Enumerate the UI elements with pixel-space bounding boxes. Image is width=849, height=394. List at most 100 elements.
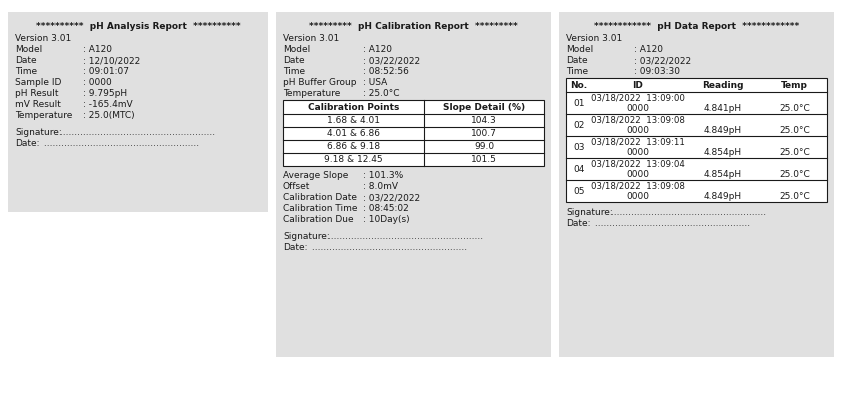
Text: 25.0°C: 25.0°C: [779, 104, 810, 113]
Text: **********  pH Analysis Report  **********: ********** pH Analysis Report **********: [36, 22, 240, 31]
Text: Version 3.01: Version 3.01: [566, 34, 622, 43]
Text: 104.3: 104.3: [471, 116, 497, 125]
Text: pH Result: pH Result: [15, 89, 59, 98]
Bar: [566, 78, 827, 202]
Bar: [8, 12, 268, 212]
Text: : 12/10/2022: : 12/10/2022: [83, 56, 140, 65]
Text: : 09:03:30: : 09:03:30: [634, 67, 680, 76]
Text: : 101.3%: : 101.3%: [363, 171, 403, 180]
Text: 03: 03: [573, 143, 585, 152]
Text: 25.0°C: 25.0°C: [779, 148, 810, 157]
Text: 03/18/2022  13:09:04: 03/18/2022 13:09:04: [591, 159, 684, 168]
Text: Date: Date: [566, 56, 588, 65]
Text: Signature:: Signature:: [566, 208, 613, 217]
Text: 100.7: 100.7: [471, 129, 497, 138]
Text: 0000: 0000: [627, 192, 649, 201]
Text: Time: Time: [15, 67, 37, 76]
Text: Temperature: Temperature: [15, 111, 72, 120]
Text: *********  pH Calibration Report  *********: ********* pH Calibration Report ********…: [309, 22, 518, 31]
Text: Date:: Date:: [15, 139, 40, 148]
Text: 03/18/2022  13:09:00: 03/18/2022 13:09:00: [591, 93, 684, 102]
Text: Model: Model: [15, 45, 42, 54]
Text: 4.01 & 6.86: 4.01 & 6.86: [327, 129, 380, 138]
Text: ************  pH Data Report  ************: ************ pH Data Report ************: [593, 22, 799, 31]
Bar: [559, 12, 834, 357]
Text: : A120: : A120: [83, 45, 112, 54]
Text: : -165.4mV: : -165.4mV: [83, 100, 132, 109]
Text: ID: ID: [633, 80, 644, 89]
Text: : 08:52:56: : 08:52:56: [363, 67, 409, 76]
Text: No.: No.: [571, 80, 588, 89]
Text: : A120: : A120: [634, 45, 663, 54]
Text: Temperature: Temperature: [283, 89, 340, 98]
Text: Average Slope: Average Slope: [283, 171, 348, 180]
Text: Sample ID: Sample ID: [15, 78, 61, 87]
Text: 6.86 & 9.18: 6.86 & 9.18: [327, 142, 380, 151]
Text: 4.841pH: 4.841pH: [704, 104, 742, 113]
Text: Slope Detail (%): Slope Detail (%): [443, 102, 525, 112]
Text: Version 3.01: Version 3.01: [283, 34, 340, 43]
Text: 0000: 0000: [627, 104, 649, 113]
Text: : A120: : A120: [363, 45, 392, 54]
Text: 01: 01: [573, 98, 585, 108]
Text: Signature:: Signature:: [15, 128, 62, 137]
Text: Date: Date: [283, 56, 305, 65]
Text: 0000: 0000: [627, 126, 649, 135]
Text: Reading: Reading: [702, 80, 744, 89]
Text: Offset: Offset: [283, 182, 311, 191]
Text: ......................................................: ........................................…: [309, 243, 467, 252]
Bar: [283, 100, 544, 166]
Text: : 08:45:02: : 08:45:02: [363, 204, 408, 213]
Text: 101.5: 101.5: [471, 155, 497, 164]
Text: Model: Model: [566, 45, 593, 54]
Text: 1.68 & 4.01: 1.68 & 4.01: [327, 116, 380, 125]
Text: : 03/22/2022: : 03/22/2022: [363, 56, 420, 65]
Text: : 25.0(MTC): : 25.0(MTC): [83, 111, 135, 120]
Text: ......................................................: ........................................…: [57, 128, 215, 137]
Text: Date:: Date:: [566, 219, 591, 228]
Text: Temp: Temp: [781, 80, 807, 89]
Text: 99.0: 99.0: [474, 142, 494, 151]
Text: Calibration Time: Calibration Time: [283, 204, 357, 213]
Text: Time: Time: [566, 67, 588, 76]
Text: 03/18/2022  13:09:08: 03/18/2022 13:09:08: [591, 181, 684, 190]
Text: 03/18/2022  13:09:11: 03/18/2022 13:09:11: [591, 137, 684, 146]
Text: 4.854pH: 4.854pH: [704, 148, 742, 157]
Text: : 25.0°C: : 25.0°C: [363, 89, 400, 98]
Text: Calibration Date: Calibration Date: [283, 193, 357, 202]
Text: : 9.795pH: : 9.795pH: [83, 89, 127, 98]
Text: : 0000: : 0000: [83, 78, 112, 87]
Text: 04: 04: [573, 165, 585, 173]
Text: 0000: 0000: [627, 148, 649, 157]
Text: mV Result: mV Result: [15, 100, 61, 109]
Text: ......................................................: ........................................…: [41, 139, 200, 148]
Text: : 03/22/2022: : 03/22/2022: [634, 56, 691, 65]
Text: 9.18 & 12.45: 9.18 & 12.45: [324, 155, 383, 164]
Text: 25.0°C: 25.0°C: [779, 126, 810, 135]
Text: : 09:01:07: : 09:01:07: [83, 67, 129, 76]
Text: 02: 02: [573, 121, 585, 130]
Text: : 8.0mV: : 8.0mV: [363, 182, 398, 191]
Text: ......................................................: ........................................…: [592, 219, 751, 228]
Text: Date: Date: [15, 56, 37, 65]
Text: 03/18/2022  13:09:08: 03/18/2022 13:09:08: [591, 115, 684, 124]
Text: Calibration Due: Calibration Due: [283, 215, 354, 224]
Text: 4.854pH: 4.854pH: [704, 170, 742, 179]
Text: pH Buffer Group: pH Buffer Group: [283, 78, 357, 87]
Text: Calibration Points: Calibration Points: [308, 102, 399, 112]
Text: ......................................................: ........................................…: [608, 208, 766, 217]
Text: 0000: 0000: [627, 170, 649, 179]
Text: 4.849pH: 4.849pH: [704, 126, 742, 135]
Text: Version 3.01: Version 3.01: [15, 34, 71, 43]
Text: : USA: : USA: [363, 78, 387, 87]
Text: 25.0°C: 25.0°C: [779, 170, 810, 179]
Text: 25.0°C: 25.0°C: [779, 192, 810, 201]
Text: ......................................................: ........................................…: [325, 232, 483, 241]
Text: Date:: Date:: [283, 243, 307, 252]
Text: Model: Model: [283, 45, 310, 54]
Text: Signature:: Signature:: [283, 232, 329, 241]
Text: : 10Day(s): : 10Day(s): [363, 215, 409, 224]
Text: 05: 05: [573, 186, 585, 195]
Text: : 03/22/2022: : 03/22/2022: [363, 193, 420, 202]
Text: Time: Time: [283, 67, 305, 76]
